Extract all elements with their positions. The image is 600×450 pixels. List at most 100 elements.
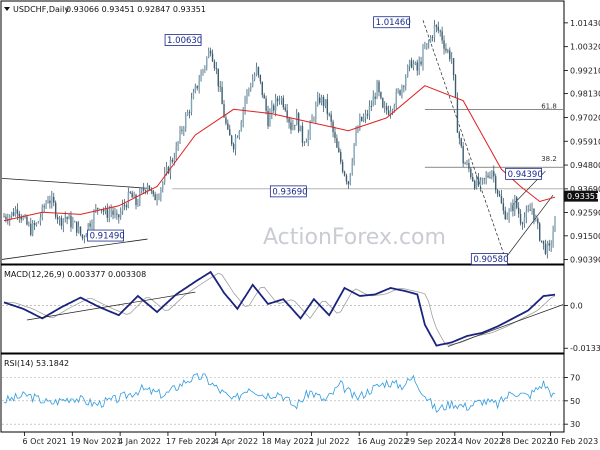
price-candle — [546, 240, 549, 259]
price-candle — [496, 189, 499, 198]
candle-body — [131, 192, 133, 198]
price-candle — [244, 95, 246, 115]
candle-body — [351, 161, 353, 174]
candle-body — [382, 98, 384, 108]
candle-body — [156, 198, 158, 201]
price-candle — [307, 129, 309, 147]
price-candle — [364, 109, 367, 124]
candle-body — [397, 90, 399, 92]
price-candle — [533, 208, 535, 225]
candle-body — [487, 175, 489, 177]
price-candle — [498, 190, 501, 198]
price-candle — [374, 92, 376, 106]
price-candle — [110, 204, 112, 218]
price-candle — [175, 141, 177, 161]
price-candle — [435, 24, 438, 33]
candle-body — [376, 81, 378, 99]
price-candle — [391, 108, 394, 116]
candle-body — [554, 216, 556, 232]
price-candle — [500, 189, 503, 204]
candle-body — [3, 216, 5, 218]
price-candle — [313, 116, 315, 122]
candle-body — [320, 96, 323, 103]
price-candle — [447, 48, 449, 54]
price-candle — [102, 207, 105, 216]
price-title: USDCHF,Daily — [13, 5, 69, 14]
price-candle — [347, 180, 350, 189]
price-candle — [433, 20, 436, 43]
price-candle — [372, 90, 374, 107]
price-label: 0.93690 — [269, 185, 308, 197]
candle-body — [85, 234, 87, 238]
candle-body — [135, 194, 137, 206]
candle-body — [496, 189, 499, 195]
price-candle — [376, 79, 378, 100]
macd-trendline-left — [26, 291, 196, 321]
candle-body — [284, 107, 286, 111]
price-candle — [385, 102, 388, 115]
x-tick-label: 18 May 2022 — [262, 437, 314, 446]
candle-body — [112, 210, 114, 215]
candle-body — [22, 217, 24, 220]
candle-body — [227, 123, 229, 130]
price-candle — [472, 173, 474, 182]
candle-body — [378, 81, 380, 93]
price-candle — [141, 187, 143, 194]
rsi-line — [3, 373, 556, 413]
candle-body — [66, 217, 68, 220]
candle-body — [144, 190, 147, 192]
price-candle — [85, 233, 87, 238]
price-candle — [246, 89, 248, 104]
candle-body — [512, 205, 514, 211]
price-tick-label: 1.00320 — [570, 43, 600, 52]
candle-body — [278, 100, 281, 102]
price-tick-label: 0.93690 — [570, 185, 600, 194]
candle-body — [372, 96, 374, 107]
macd-trendline-right — [447, 304, 564, 347]
candle-body — [9, 216, 11, 221]
price-candle — [554, 216, 556, 232]
price-candle — [14, 206, 17, 217]
candle-body — [265, 98, 267, 111]
price-candle — [462, 142, 464, 167]
candle-body — [208, 50, 210, 58]
price-label-box — [505, 167, 543, 180]
price-candle — [215, 61, 218, 75]
candle-body — [426, 43, 428, 48]
price-candle — [301, 122, 304, 147]
candle-body — [53, 196, 55, 203]
price-candle — [257, 66, 260, 78]
candle-body — [248, 89, 250, 92]
price-candle — [504, 206, 506, 220]
price-candle — [403, 84, 405, 93]
candle-body — [238, 131, 241, 138]
price-candle — [229, 124, 231, 136]
candle-body — [537, 218, 539, 224]
price-candle — [548, 239, 550, 252]
candle-body — [200, 72, 202, 82]
candle-body — [106, 209, 109, 218]
price-candle — [211, 49, 214, 62]
candle-body — [77, 226, 80, 233]
candle-body — [259, 74, 262, 82]
price-candle — [408, 59, 411, 72]
candle-body — [273, 105, 275, 111]
candle-body — [389, 111, 392, 115]
candle-body — [464, 163, 466, 165]
price-candle — [454, 74, 457, 99]
candle-body — [162, 182, 164, 189]
price-candle — [190, 92, 193, 116]
price-candle — [288, 116, 290, 129]
candle-body — [456, 97, 459, 133]
price-candle — [192, 88, 195, 100]
price-candle — [324, 99, 327, 109]
price-candle — [230, 134, 233, 147]
candle-body — [179, 129, 181, 142]
candle-body — [225, 117, 227, 124]
candle-body — [286, 110, 288, 119]
price-candle — [445, 43, 447, 54]
x-tick-label: 4 Apr 2022 — [214, 437, 258, 446]
candle-body — [139, 191, 141, 204]
candle-body — [309, 122, 311, 135]
candle-body — [89, 223, 91, 227]
